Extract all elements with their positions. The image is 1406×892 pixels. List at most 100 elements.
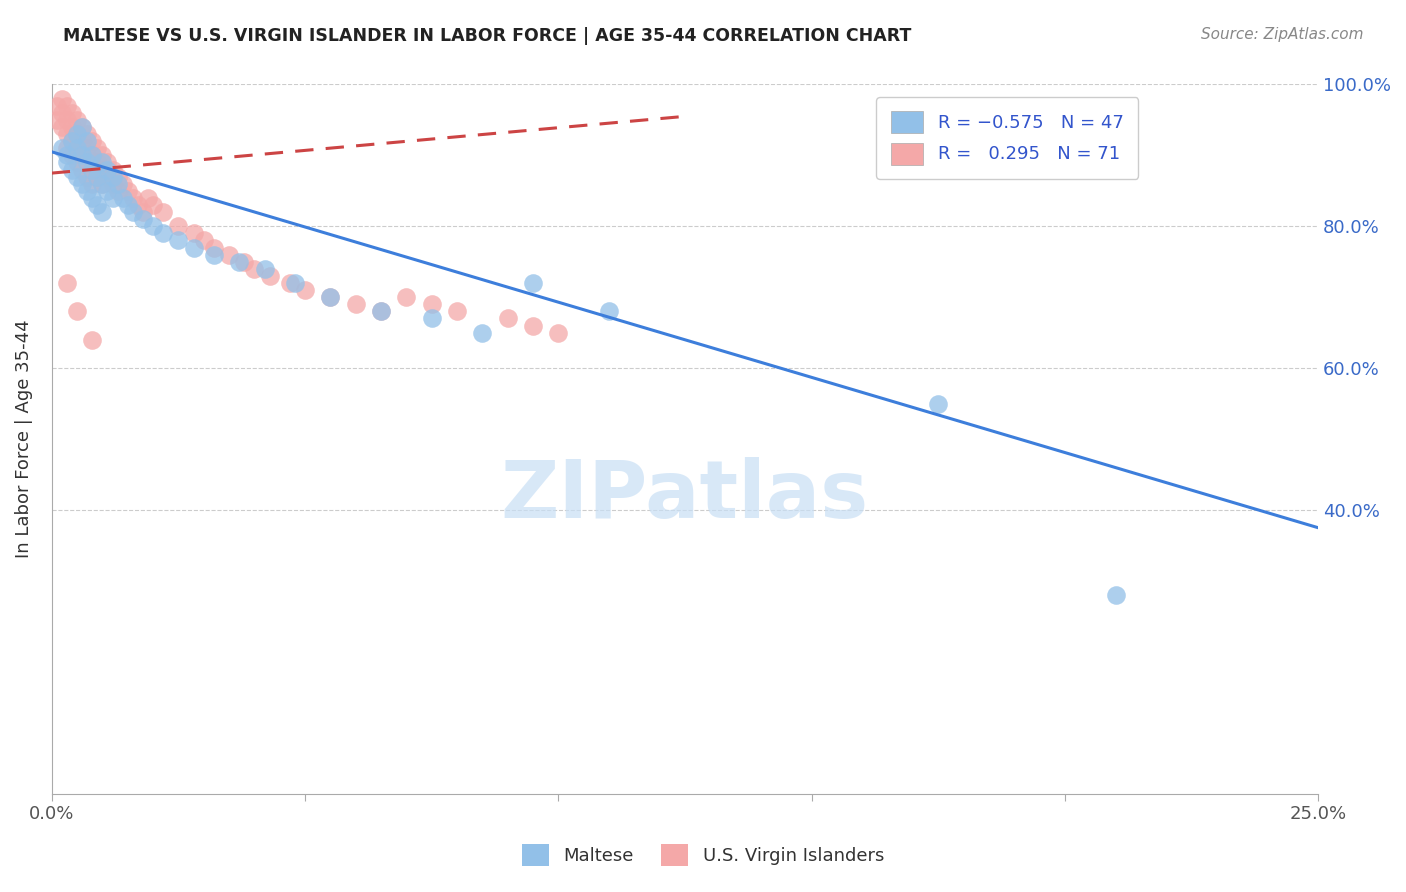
Point (167, 234, 190, 248)
Point (1104, 588, 1126, 602)
Point (86, 141, 108, 155)
Point (76, 134, 98, 148)
Point (927, 396, 949, 410)
Point (70, 162, 93, 177)
Point (233, 254, 256, 268)
Point (101, 162, 124, 177)
Point (107, 177, 129, 191)
Point (70, 120, 93, 134)
Point (395, 290, 418, 304)
Point (101, 169, 124, 184)
Text: Source: ZipAtlas.com: Source: ZipAtlas.com (1201, 27, 1364, 42)
Point (218, 247, 240, 261)
Point (132, 212, 155, 227)
Point (56, 99, 79, 113)
Point (76, 184, 98, 198)
Point (152, 227, 174, 241)
Point (86, 169, 108, 184)
Point (70, 177, 93, 191)
Point (86, 155, 108, 169)
Point (66, 304, 89, 318)
Point (70, 120, 93, 134)
Point (107, 184, 129, 198)
Point (598, 304, 620, 318)
Point (278, 276, 301, 290)
Point (243, 261, 266, 276)
Point (117, 198, 139, 212)
Point (45, 99, 67, 113)
Point (56, 127, 79, 141)
Point (91, 162, 114, 177)
Point (66, 155, 89, 169)
Point (76, 169, 98, 184)
Point (136, 191, 159, 205)
Point (167, 219, 190, 234)
Point (142, 219, 165, 234)
Point (496, 311, 519, 326)
Point (471, 326, 494, 340)
Point (76, 141, 98, 155)
Point (96, 155, 118, 169)
Text: MALTESE VS U.S. VIRGIN ISLANDER IN LABOR FORCE | AGE 35-44 CORRELATION CHART: MALTESE VS U.S. VIRGIN ISLANDER IN LABOR… (63, 27, 911, 45)
Point (319, 290, 342, 304)
Point (319, 290, 342, 304)
Point (193, 234, 215, 248)
Point (76, 155, 98, 169)
Point (82, 191, 104, 205)
Point (56, 155, 79, 169)
Point (294, 283, 316, 297)
Point (56, 276, 79, 290)
Point (60, 105, 83, 120)
Point (111, 191, 134, 205)
Point (70, 134, 93, 148)
Point (66, 112, 89, 127)
Point (522, 276, 544, 290)
Point (82, 333, 104, 347)
Point (121, 205, 143, 219)
Point (60, 134, 83, 148)
Point (96, 162, 118, 177)
Point (91, 177, 114, 191)
Point (420, 297, 443, 311)
Point (60, 148, 83, 162)
Point (522, 318, 544, 333)
Point (183, 227, 205, 241)
Point (547, 326, 569, 340)
Point (284, 276, 307, 290)
Point (228, 254, 250, 268)
Point (91, 155, 114, 169)
Point (370, 304, 392, 318)
Point (117, 184, 139, 198)
Point (82, 177, 104, 191)
Point (56, 148, 79, 162)
Point (82, 134, 104, 148)
Point (60, 134, 83, 148)
Point (51, 141, 73, 155)
Point (121, 191, 143, 205)
Point (127, 198, 149, 212)
Point (82, 148, 104, 162)
Point (66, 127, 89, 141)
Point (202, 247, 225, 261)
Point (91, 177, 114, 191)
Point (60, 120, 83, 134)
Point (202, 241, 225, 255)
Point (101, 177, 124, 191)
Point (253, 261, 276, 276)
Point (107, 169, 129, 184)
Point (344, 297, 367, 311)
Point (56, 141, 79, 155)
Point (152, 205, 174, 219)
Point (86, 198, 108, 212)
Point (370, 304, 392, 318)
Point (51, 120, 73, 134)
Point (66, 169, 89, 184)
Point (60, 162, 83, 177)
Point (86, 169, 108, 184)
Point (82, 162, 104, 177)
Point (101, 191, 124, 205)
Point (70, 148, 93, 162)
Point (70, 148, 93, 162)
Point (82, 148, 104, 162)
Point (142, 198, 165, 212)
